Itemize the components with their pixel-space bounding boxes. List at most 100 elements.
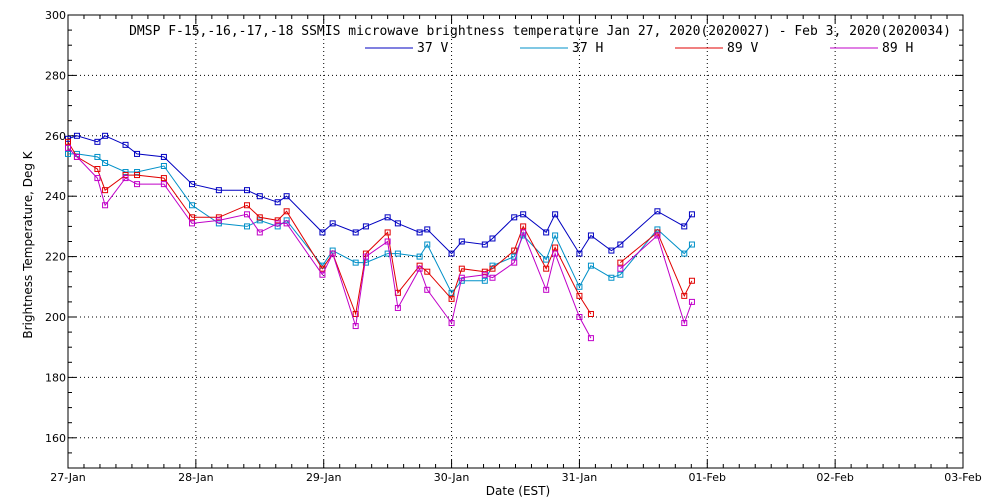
plot-area (67, 14, 964, 469)
x-axis-title: Date (EST) (486, 484, 550, 498)
series-89-h (65, 144, 695, 342)
series-line (619, 234, 693, 325)
data-point (424, 286, 431, 293)
data-point (520, 229, 527, 236)
data-point (654, 232, 661, 239)
series-37-v (65, 132, 695, 257)
data-point (384, 214, 391, 221)
data-point (688, 211, 695, 218)
data-point (122, 169, 129, 176)
data-point (617, 241, 624, 248)
data-point (543, 265, 550, 272)
data-point (688, 241, 695, 248)
x-tick-label: 02-Feb (816, 471, 853, 484)
legend-label: 37 H (572, 41, 603, 56)
data-point (329, 220, 336, 227)
x-tick-label: 28-Jan (178, 471, 214, 484)
data-point (481, 277, 488, 284)
data-point (688, 277, 695, 284)
data-point (160, 175, 167, 182)
data-point (481, 241, 488, 248)
data-point (617, 271, 624, 278)
data-point (283, 220, 290, 227)
data-point (511, 247, 518, 254)
data-point (160, 181, 167, 188)
data-point (215, 187, 222, 194)
data-point (352, 259, 359, 266)
x-tick-label: 29-Jan (306, 471, 342, 484)
data-point (274, 220, 281, 227)
data-point (94, 138, 101, 145)
data-point (362, 253, 369, 260)
data-point (458, 238, 465, 245)
data-point (189, 181, 196, 188)
data-point (448, 320, 455, 327)
y-tick-label: 280 (45, 69, 66, 82)
data-point (94, 175, 101, 182)
data-point (543, 286, 550, 293)
data-point (362, 223, 369, 230)
data-point (608, 274, 615, 281)
data-point (576, 250, 583, 257)
y-tick-label: 200 (45, 311, 66, 324)
y-tick-label: 260 (45, 130, 66, 143)
data-point (587, 262, 594, 269)
data-point (416, 253, 423, 260)
x-tick-label: 31-Jan (562, 471, 598, 484)
data-point (576, 283, 583, 290)
data-point (511, 253, 518, 260)
data-point (576, 314, 583, 320)
data-point (102, 187, 109, 194)
data-point (256, 217, 263, 224)
legend-label: 89 H (882, 41, 913, 56)
data-point (362, 259, 369, 266)
legend: 37 V 37 H 89 V 89 H (365, 41, 913, 56)
data-point (384, 250, 391, 257)
y-tick-label: 240 (45, 190, 66, 203)
data-point (520, 211, 527, 218)
x-tick-label: 30-Jan (434, 471, 470, 484)
data-point (654, 208, 661, 215)
data-point (384, 229, 391, 236)
data-point (448, 295, 455, 302)
data-point (189, 202, 196, 209)
data-point (416, 229, 423, 236)
series-group (65, 132, 695, 342)
data-point (394, 304, 401, 311)
data-point (102, 202, 109, 209)
data-point (122, 141, 129, 148)
y-axis-title: Brightness Temperature, Deg K (21, 150, 35, 338)
data-point (489, 235, 496, 242)
data-point (617, 259, 624, 266)
data-point (244, 223, 250, 230)
data-point (319, 271, 326, 278)
data-point (73, 153, 80, 160)
data-point (65, 135, 71, 142)
data-point (65, 150, 71, 157)
data-point (352, 310, 359, 317)
data-point (73, 132, 80, 139)
data-point (283, 193, 290, 200)
data-point (215, 214, 222, 221)
data-point (134, 181, 141, 188)
data-point (617, 265, 624, 272)
data-point (424, 268, 431, 275)
data-point (244, 211, 250, 218)
data-point (448, 250, 455, 257)
data-point (94, 153, 101, 160)
data-point (424, 241, 431, 248)
data-point (189, 220, 196, 227)
x-tick-label: 27-Jan (50, 471, 86, 484)
data-point (608, 247, 615, 254)
data-point (576, 292, 583, 299)
data-point (511, 214, 518, 221)
data-point (283, 208, 290, 215)
data-point (489, 265, 496, 272)
data-point (134, 150, 141, 157)
y-tick-label: 220 (45, 251, 66, 264)
axis-ticks: 160 180 200 220 240 260 280 300 27-Jan 28-Jan 29-J… (45, 9, 982, 484)
data-point (552, 244, 559, 251)
data-point (274, 199, 281, 206)
data-point (189, 214, 196, 221)
data-point (688, 298, 695, 305)
